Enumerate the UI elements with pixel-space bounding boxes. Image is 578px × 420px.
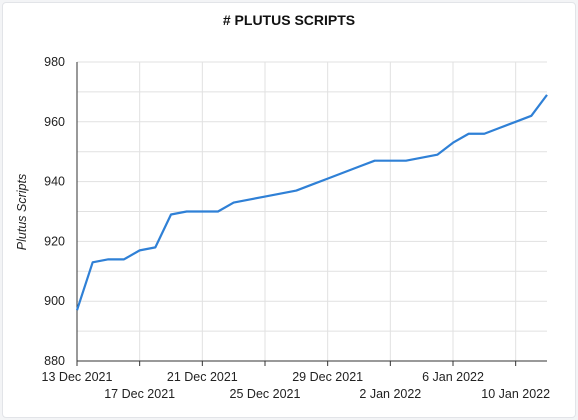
data-point: [482, 132, 486, 136]
data-point: [138, 248, 142, 252]
data-point: [200, 210, 204, 214]
data-point: [216, 210, 220, 214]
x-tick-label: 2 Jan 2022: [359, 387, 421, 401]
y-tick-label: 980: [44, 55, 65, 69]
data-point: [467, 132, 471, 136]
grid: [76, 61, 547, 366]
data-point: [247, 198, 251, 202]
y-tick-label: 880: [44, 354, 65, 368]
data-point: [514, 120, 518, 124]
data-point: [435, 153, 439, 157]
data-point: [279, 192, 283, 196]
y-tick-label: 960: [44, 115, 65, 129]
data-point: [169, 212, 173, 216]
data-point: [153, 245, 157, 249]
data-point: [294, 189, 298, 193]
data-point: [310, 183, 314, 187]
data-points: [75, 93, 549, 312]
data-point: [122, 257, 126, 261]
y-tick-labels: 880 900 920 940 960 980: [44, 55, 65, 368]
data-point: [545, 93, 549, 97]
series-line: [75, 94, 548, 311]
y-tick-label: 940: [44, 175, 65, 189]
y-axis-label: Plutus Scripts: [15, 174, 29, 250]
data-point: [420, 156, 424, 160]
x-tick-label: 10 Jan 2022: [481, 387, 550, 401]
data-point: [357, 165, 361, 169]
data-point: [388, 159, 392, 163]
x-tick-label: 6 Jan 2022: [422, 370, 484, 384]
data-point: [451, 141, 455, 145]
x-tick-labels: 13 Dec 2021 17 Dec 2021 21 Dec 2021 25 Dec …: [42, 370, 551, 401]
data-point: [404, 159, 408, 163]
data-point: [232, 201, 236, 205]
data-point: [529, 114, 533, 118]
data-point: [341, 171, 345, 175]
data-point: [185, 210, 189, 214]
x-tick-label: 29 Dec 2021: [292, 370, 363, 384]
chart-title: # PLUTUS SCRIPTS: [222, 12, 356, 28]
data-point: [91, 260, 95, 264]
data-point: [263, 195, 267, 199]
x-tick-label: 13 Dec 2021: [42, 370, 113, 384]
data-point: [106, 257, 110, 261]
data-point: [498, 126, 502, 130]
y-tick-label: 900: [44, 294, 65, 308]
y-tick-label: 920: [44, 234, 65, 248]
data-point: [373, 159, 377, 163]
data-point: [326, 177, 330, 181]
x-tick-label: 17 Dec 2021: [104, 387, 175, 401]
data-point: [75, 308, 79, 312]
x-tick-label: 21 Dec 2021: [167, 370, 238, 384]
x-tick-label: 25 Dec 2021: [230, 387, 301, 401]
